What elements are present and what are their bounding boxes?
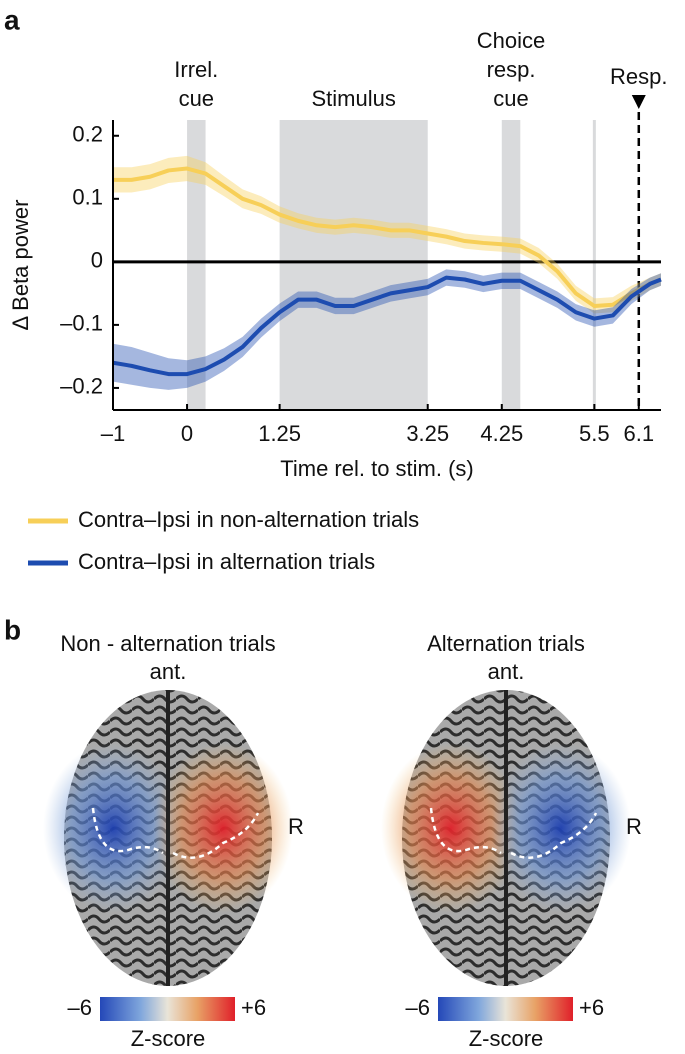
y-tick-label: 0.2 xyxy=(72,122,103,147)
x-tick-label: 0 xyxy=(181,421,193,446)
x-tick-label: 6.1 xyxy=(623,421,654,446)
colorbar xyxy=(438,997,573,1021)
activation xyxy=(381,743,521,913)
event-label: cue xyxy=(493,86,528,111)
map-title: Non - alternation trials xyxy=(60,631,275,656)
side-label: R xyxy=(288,814,304,839)
activation xyxy=(43,743,183,913)
x-tick-label: –1 xyxy=(101,421,125,446)
colorbar-label: Z-score xyxy=(469,1026,544,1051)
y-tick-label: –0.2 xyxy=(60,374,103,399)
series-line xyxy=(113,166,662,308)
event-label: Stimulus xyxy=(311,86,395,111)
x-axis-label: Time rel. to stim. (s) xyxy=(280,456,474,481)
legend-label: Contra–Ipsi in non-alternation trials xyxy=(78,507,419,532)
colorbar-min: –6 xyxy=(68,995,92,1020)
chart-a: a Irrel. cue Stimulus Choice resp. cue Resp. Con… xyxy=(4,4,668,573)
response-marker xyxy=(631,95,646,109)
series-line xyxy=(112,275,662,377)
central-sulcus xyxy=(91,807,260,859)
legend-label: Contra–Ipsi in alternation trials xyxy=(78,549,375,574)
side-label: R xyxy=(626,814,642,839)
y-tick-label: –0.1 xyxy=(60,311,103,336)
y-tick-label: 0.1 xyxy=(72,185,103,210)
panel-label: a xyxy=(4,4,20,35)
event-region xyxy=(187,120,206,410)
y-axis-label: Δ Beta power xyxy=(8,200,33,331)
panel-b: b Non - alternation trials ant. R –6 +6 Z-scor… xyxy=(4,614,642,1050)
error-band xyxy=(113,155,661,314)
colorbar-min: –6 xyxy=(406,995,430,1020)
x-tick-label: 4.25 xyxy=(480,421,523,446)
map-title: Alternation trials xyxy=(427,631,585,656)
event-region xyxy=(279,120,428,410)
activation xyxy=(491,743,631,913)
x-tick-label: 5.5 xyxy=(579,421,610,446)
event-label: resp. xyxy=(487,57,536,82)
activation xyxy=(153,743,293,913)
event-region xyxy=(501,120,521,410)
orientation-label: ant. xyxy=(488,659,525,684)
x-tick-label: 3.25 xyxy=(406,421,449,446)
orientation-label: ant. xyxy=(150,659,187,684)
event-label: Resp. xyxy=(610,64,667,89)
event-label: cue xyxy=(179,86,214,111)
y-tick-label: 0 xyxy=(91,248,103,273)
colorbar-label: Z-score xyxy=(131,1026,206,1051)
event-label: Irrel. xyxy=(174,57,218,82)
colorbar xyxy=(100,997,235,1021)
central-sulcus xyxy=(429,807,598,859)
x-tick-label: 1.25 xyxy=(258,421,301,446)
colorbar-max: +6 xyxy=(241,995,266,1020)
colorbar-max: +6 xyxy=(579,995,604,1020)
event-label: Choice xyxy=(477,28,545,53)
panel-label: b xyxy=(4,614,21,645)
